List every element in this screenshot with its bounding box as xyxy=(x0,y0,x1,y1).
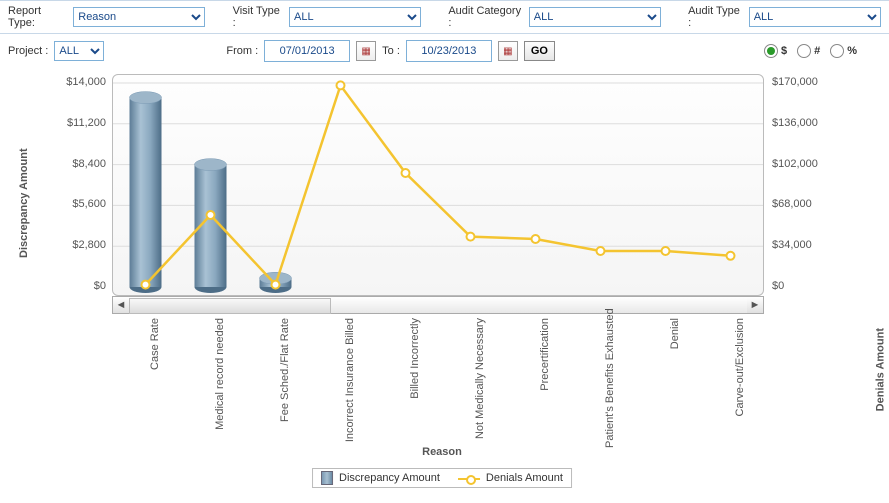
x-axis-labels: Case Rate Medical record needed Fee Sched.… xyxy=(112,318,762,448)
audit-type-select[interactable]: ALL xyxy=(749,7,881,27)
chart-scrollbar[interactable]: ◄ ► xyxy=(112,296,764,314)
x-tick-label: Carve-out/Exclusion xyxy=(734,318,746,448)
x-tick-label: Case Rate xyxy=(149,318,161,448)
calendar-icon[interactable]: ▦ xyxy=(356,41,376,61)
scroll-right-icon[interactable]: ► xyxy=(747,297,763,313)
y-left-tick: $8,400 xyxy=(72,158,106,170)
scroll-left-icon[interactable]: ◄ xyxy=(113,297,129,313)
radio-icon xyxy=(797,44,811,58)
x-axis-title: Reason xyxy=(422,446,462,458)
report-type-select[interactable]: Reason xyxy=(73,7,205,27)
y-right-tick: $102,000 xyxy=(772,158,818,170)
radio-icon xyxy=(830,44,844,58)
legend-bar-label: Discrepancy Amount xyxy=(339,472,440,484)
y-left-tick: $5,600 xyxy=(72,198,106,210)
to-date-input[interactable] xyxy=(406,40,492,62)
from-date-input[interactable] xyxy=(264,40,350,62)
legend-line-icon xyxy=(458,473,480,483)
y-left-tick: $14,000 xyxy=(66,76,106,88)
metric-toggle: $ # % xyxy=(764,44,881,58)
x-tick-label: Medical record needed xyxy=(214,318,226,448)
y-right-tick: $34,000 xyxy=(772,239,812,251)
x-tick-label: Billed Incorrectly xyxy=(409,318,421,448)
visit-type-label: Visit Type : xyxy=(233,5,283,29)
radio-icon xyxy=(764,44,778,58)
metric-percent[interactable]: % xyxy=(830,44,857,58)
metric-dollar[interactable]: $ xyxy=(764,44,787,58)
y-left-tick: $11,200 xyxy=(67,117,106,129)
y-left-tick: $0 xyxy=(94,280,106,292)
audit-category-label: Audit Category : xyxy=(448,5,522,29)
project-select[interactable]: ALL xyxy=(54,41,104,61)
chart-svg xyxy=(113,75,763,295)
to-label: To : xyxy=(382,45,400,57)
x-tick-label: Not Medically Necessary xyxy=(474,318,486,448)
calendar-icon[interactable]: ▦ xyxy=(498,41,518,61)
y-left-axis-title: Discrepancy Amount xyxy=(18,148,30,258)
visit-type-select[interactable]: ALL xyxy=(289,7,421,27)
x-tick-label: Patient's Benefits Exhausted xyxy=(604,318,616,448)
y-right-tick: $136,000 xyxy=(772,117,818,129)
y-right-tick: $170,000 xyxy=(772,76,818,88)
filter-bar: Report Type: Reason Visit Type : ALL Aud… xyxy=(0,0,889,34)
go-button[interactable]: GO xyxy=(524,41,555,61)
y-left-tick: $2,800 xyxy=(72,239,106,251)
report-type-label: Report Type: xyxy=(8,5,67,29)
audit-category-select[interactable]: ALL xyxy=(529,7,661,27)
y-right-axis-title: Denials Amount xyxy=(874,328,886,411)
y-right-tick: $0 xyxy=(772,280,784,292)
legend-line-label: Denials Amount xyxy=(486,472,563,484)
x-tick-label: Fee Sched./Flat Rate xyxy=(279,318,291,448)
metric-number[interactable]: # xyxy=(797,44,820,58)
legend: Discrepancy Amount Denials Amount xyxy=(312,468,572,488)
filter-bar-2: Project : ALL From : ▦ To : ▦ GO $ # % xyxy=(0,34,889,68)
from-label: From : xyxy=(226,45,258,57)
x-tick-label: Incorrect Insurance Billed xyxy=(344,318,356,448)
legend-bar-icon xyxy=(321,471,333,485)
scroll-thumb[interactable] xyxy=(129,298,331,314)
project-label: Project : xyxy=(8,45,48,57)
audit-type-label: Audit Type : xyxy=(688,5,743,29)
plot-area xyxy=(112,74,764,296)
y-right-tick: $68,000 xyxy=(772,198,812,210)
x-tick-label: Denial xyxy=(669,318,681,448)
chart-area: Discrepancy Amount Denials Amount $0 $2,8… xyxy=(12,68,872,488)
x-tick-label: Precertification xyxy=(539,318,551,448)
